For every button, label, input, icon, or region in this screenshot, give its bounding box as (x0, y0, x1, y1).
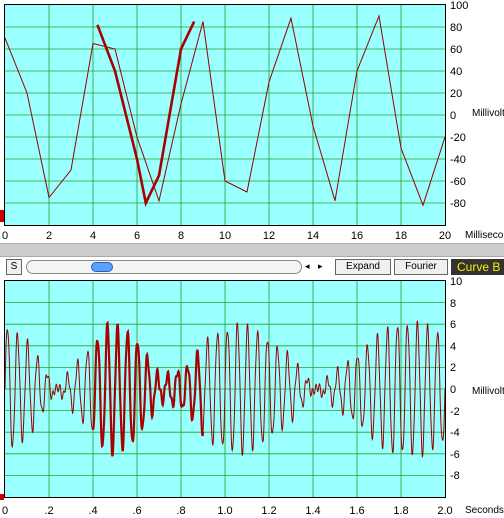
x-tick-label: 1.2 (261, 505, 277, 517)
bottom-waveform-svg (5, 281, 445, 497)
y-tick-label: 8 (450, 297, 457, 310)
y-tick-label: -80 (450, 198, 466, 210)
top-waveform-plot[interactable] (4, 4, 446, 226)
x-tick-label: .4 (88, 505, 98, 517)
x-tick-label: .8 (176, 505, 186, 517)
bottom-x-unit: Seconds (465, 505, 504, 516)
y-tick-label: 100 (450, 0, 469, 12)
y-tick-label: -40 (450, 154, 466, 166)
y-tick-label: 20 (450, 88, 463, 100)
bottom-waveform-line (5, 320, 445, 459)
y-tick-label: -4 (450, 427, 460, 440)
x-tick-label: 8 (177, 230, 185, 242)
y-tick-label: 2 (450, 362, 457, 375)
scroll-right-icon[interactable]: ▸ (318, 261, 323, 271)
x-tick-label: 12 (262, 230, 276, 242)
fourier-button[interactable]: Fourier (394, 259, 448, 275)
top-cursor-marker[interactable] (0, 210, 4, 222)
curve-selector[interactable]: Curve B (451, 259, 504, 275)
x-tick-label: 1.8 (393, 505, 409, 517)
y-tick-label: -2 (450, 405, 460, 418)
expand-button[interactable]: Expand (335, 259, 391, 275)
y-tick-label: -6 (450, 448, 460, 461)
y-tick-label: 60 (450, 44, 463, 56)
time-scrollbar[interactable] (26, 260, 302, 274)
x-tick-label: 0 (1, 505, 9, 517)
x-tick-label: 10 (218, 230, 232, 242)
scroll-left-icon[interactable]: ◂ (305, 261, 310, 271)
x-tick-label: 14 (306, 230, 320, 242)
y-tick-label: -20 (450, 132, 466, 144)
top-x-unit: Milliseconds (465, 230, 504, 241)
bottom-waveform-plot[interactable] (4, 280, 446, 498)
y-tick-label: 6 (450, 319, 457, 332)
x-tick-label: 20 (438, 230, 452, 242)
x-tick-label: 1.6 (349, 505, 365, 517)
y-tick-label: 0 (450, 110, 457, 122)
pane-divider[interactable] (0, 243, 504, 257)
control-toolbar: S ◂ ▸ Expand Fourier Curve B (0, 258, 504, 277)
y-tick-label: 40 (450, 66, 463, 78)
top-highlight-segment (96, 20, 196, 208)
y-tick-label: 0 (450, 384, 457, 396)
y-tick-label: -60 (450, 176, 466, 188)
x-tick-label: 2 (45, 230, 53, 242)
y-tick-label: 10 (450, 276, 463, 288)
x-tick-label: .6 (132, 505, 142, 517)
y-tick-label: 80 (450, 22, 463, 34)
top-waveform-line (5, 14, 445, 207)
x-tick-label: 0 (1, 230, 9, 242)
x-tick-label: 18 (394, 230, 408, 242)
bottom-highlight-segment (91, 320, 205, 457)
x-tick-label: .2 (44, 505, 54, 517)
s-button[interactable]: S (6, 259, 22, 275)
top-waveform-svg (5, 5, 445, 225)
x-tick-label: 1.0 (217, 505, 233, 517)
bottom-cursor-marker[interactable] (0, 494, 4, 500)
x-tick-label: 6 (133, 230, 141, 242)
y-tick-label: -8 (450, 470, 460, 483)
top-y-unit: Millivolts (472, 108, 504, 119)
bottom-y-unit: Millivolts (472, 386, 504, 397)
scroll-thumb[interactable] (91, 262, 113, 272)
y-tick-label: 4 (450, 340, 457, 353)
x-tick-label: 16 (350, 230, 364, 242)
x-tick-label: 2.0 (437, 505, 453, 517)
x-tick-label: 4 (89, 230, 97, 242)
x-tick-label: 1.4 (305, 505, 321, 517)
